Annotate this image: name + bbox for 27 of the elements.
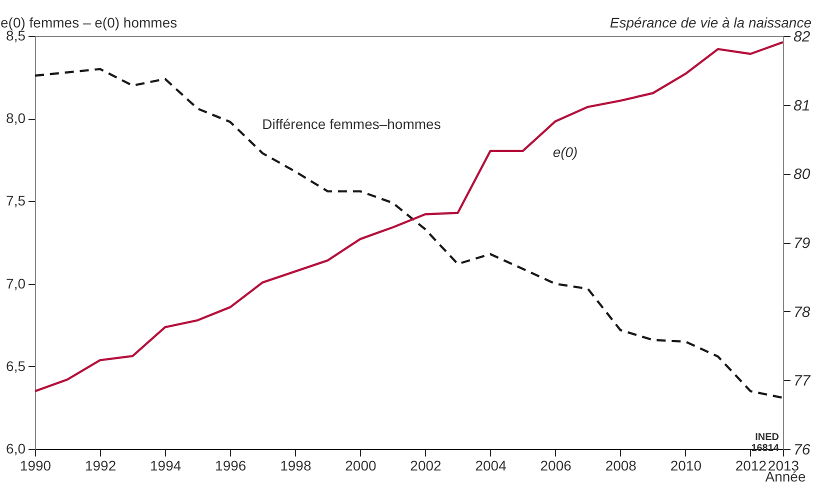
x-tick-label: 2010 [670,458,702,474]
y-tick-label: 6,0 [6,440,26,456]
y-tick-label: 8,0 [6,110,26,126]
y2-tick-label: 81 [794,97,810,114]
y-tick-label: 7,5 [6,192,26,209]
y2-tick-label: 79 [794,235,811,252]
x-tick-label: 2000 [345,458,376,474]
x-tick-label: 1994 [150,458,182,474]
x-tick-label: 2006 [540,458,572,474]
x-tick-label: 2002 [410,458,442,474]
x-tick-label: 1996 [215,458,246,474]
x-tick-label: 2008 [605,458,637,474]
y2-tick-label: 82 [794,28,811,46]
y-tick-label: 7,0 [6,275,26,292]
y2-tick-label: 80 [794,166,811,184]
series-label: Différence femmes–hommes [262,116,441,132]
y2-tick-label: 78 [794,304,811,321]
y2-tick-label: 76 [794,442,811,458]
x-tick-label: 2012 [735,458,767,474]
x-tick-label: 2004 [475,458,507,474]
y2-tick-label: 77 [794,372,811,390]
x-tick-label: 1998 [280,458,312,474]
x-tick-label: 1990 [20,458,52,474]
y2-axis-title: Espérance de vie à la naissance [610,14,812,30]
series-label: e(0) [552,144,578,160]
y-tick-label: 6,5 [6,358,26,374]
x-tick-label: 1992 [84,458,116,474]
